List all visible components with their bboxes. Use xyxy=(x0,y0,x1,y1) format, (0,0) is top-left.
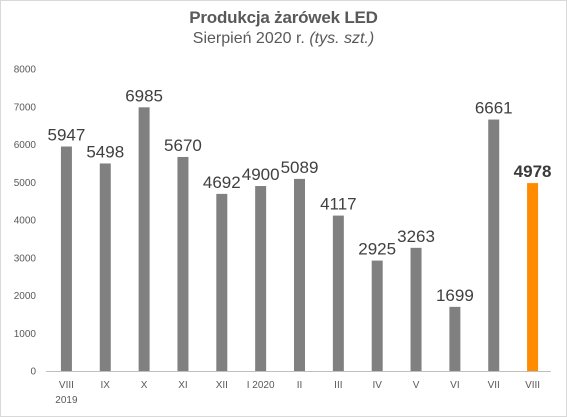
y-tick-label: 2000 xyxy=(14,291,37,302)
bar xyxy=(138,107,150,371)
bar xyxy=(332,215,344,371)
x-tick-label: 2019 xyxy=(55,395,78,406)
bar xyxy=(60,146,72,371)
data-label: 4900 xyxy=(242,165,280,184)
data-label: 5947 xyxy=(48,126,86,145)
x-tick-label: IV xyxy=(372,380,382,391)
data-label: 5498 xyxy=(86,142,124,161)
x-tick-label: VI xyxy=(450,380,459,391)
x-tick-label: XII xyxy=(216,380,228,391)
y-tick-label: 1000 xyxy=(14,329,37,340)
x-tick-label: X xyxy=(141,380,148,391)
bar xyxy=(371,260,383,371)
chart-subtitle: Sierpień 2020 r. (tys. szt.) xyxy=(1,29,566,49)
y-tick-label: 5000 xyxy=(14,178,37,189)
bars xyxy=(60,107,539,372)
y-tick-label: 6000 xyxy=(14,140,37,151)
data-label: 4978 xyxy=(514,162,552,181)
data-label: 5670 xyxy=(164,136,202,155)
y-tick-label: 7000 xyxy=(14,102,37,113)
bar xyxy=(527,183,539,371)
bar xyxy=(488,119,500,372)
data-label: 2925 xyxy=(358,240,396,259)
x-tick-label: VII xyxy=(488,380,500,391)
bar xyxy=(177,156,189,371)
data-label: 4117 xyxy=(320,195,357,214)
chart-subtitle-unit: (tys. szt.) xyxy=(309,30,375,47)
chart-subtitle-main: Sierpień 2020 r. xyxy=(192,30,305,47)
data-label: 5089 xyxy=(281,158,319,177)
bar xyxy=(255,186,267,371)
bar xyxy=(216,193,228,371)
bar xyxy=(449,306,461,371)
data-label: 3263 xyxy=(397,227,435,246)
data-label: 6985 xyxy=(125,86,163,105)
x-tick-label: II xyxy=(297,380,303,391)
x-tick-label: IX xyxy=(101,380,111,391)
bar xyxy=(410,247,422,371)
y-tick-label: 4000 xyxy=(14,216,37,227)
chart-titles: Produkcja żarówek LED Sierpień 2020 r. (… xyxy=(1,7,566,49)
x-tick-label: VIII xyxy=(59,380,74,391)
x-tick-label: XI xyxy=(178,380,187,391)
x-tick-label: III xyxy=(334,380,342,391)
y-axis-ticks: 0 1000 2000 3000 4000 5000 6000 7000 8000 xyxy=(14,65,37,378)
y-tick-label: 8000 xyxy=(14,65,37,76)
y-tick-label: 3000 xyxy=(14,253,37,264)
data-label: 1699 xyxy=(436,286,474,305)
y-tick-label: 0 xyxy=(30,367,36,378)
x-tick-label: I 2020 xyxy=(247,380,275,391)
bar xyxy=(99,163,111,371)
x-tick-label: V xyxy=(413,380,420,391)
bar xyxy=(294,178,305,371)
data-label: 6661 xyxy=(475,99,513,118)
data-label: 4692 xyxy=(203,173,241,192)
x-tick-label: VIII xyxy=(525,380,540,391)
chart-title: Produkcja żarówek LED xyxy=(189,8,378,27)
